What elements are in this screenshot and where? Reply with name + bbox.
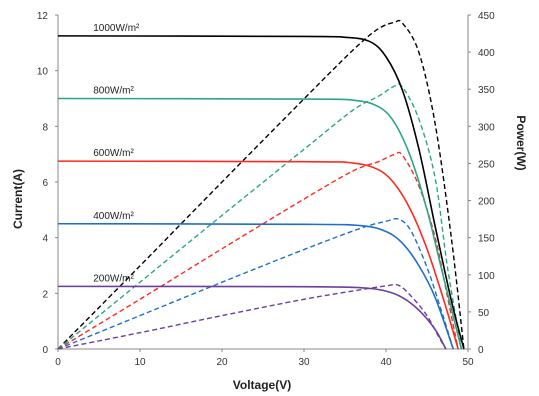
current-curve-2	[57, 160, 459, 350]
current-curve-1	[57, 97, 463, 350]
x-axis-title: Voltage(V)	[233, 378, 291, 392]
current-curves	[57, 35, 465, 350]
x-tick-label: 10	[134, 357, 146, 368]
y-right-tick-label: 400	[478, 48, 495, 59]
y-right-tick-label: 200	[478, 197, 495, 208]
axes: 0 10 20 30 40 50 0 2 4 6 8 10 12 0 50 100 150 200 250 300 35…	[37, 11, 495, 368]
y-right-tick-label: 300	[478, 122, 495, 133]
y-left-tick-label: 0	[42, 345, 48, 356]
power-curve-4	[57, 283, 447, 350]
y-right-tick-label: 250	[478, 159, 495, 170]
power-curve-2	[57, 151, 459, 350]
y-right-tick-label: 450	[478, 11, 495, 22]
series-label-2: 600W/m²	[93, 148, 134, 159]
current-curve-3	[57, 222, 454, 350]
y-right-axis-title: Power(W)	[514, 115, 528, 170]
y-left-tick-label: 6	[42, 178, 48, 189]
y-right-tick-label: 50	[478, 308, 490, 319]
series-labels: 1000W/m² 800W/m² 600W/m² 400W/m² 200W/m²	[93, 23, 140, 285]
y-left-axis-title: Current(A)	[11, 169, 25, 229]
x-tick-label: 30	[298, 357, 310, 368]
current-curve-0	[57, 35, 465, 350]
power-curve-1	[57, 83, 463, 350]
y-right-tick-label: 150	[478, 234, 495, 245]
power-curves	[57, 19, 465, 350]
series-label-1: 800W/m²	[93, 86, 134, 97]
x-tick-label: 50	[462, 357, 474, 368]
series-label-3: 400W/m²	[93, 211, 134, 222]
power-curve-3	[57, 217, 454, 350]
series-label-4: 200W/m²	[93, 273, 134, 284]
current-curve-4	[57, 285, 447, 350]
y-left-tick-label: 12	[37, 11, 49, 22]
power-curve-0	[57, 19, 465, 350]
x-tick-label: 20	[216, 357, 228, 368]
series-label-0: 1000W/m²	[93, 23, 140, 34]
x-tick-label: 0	[55, 357, 61, 368]
y-right-tick-label: 0	[478, 345, 484, 356]
y-left-tick-label: 8	[42, 122, 48, 133]
y-left-tick-label: 2	[42, 289, 48, 300]
y-right-tick-label: 350	[478, 85, 495, 96]
y-left-tick-label: 10	[37, 67, 49, 78]
y-right-tick-label: 100	[478, 271, 495, 282]
x-tick-label: 40	[380, 357, 392, 368]
y-left-tick-label: 4	[42, 234, 48, 245]
